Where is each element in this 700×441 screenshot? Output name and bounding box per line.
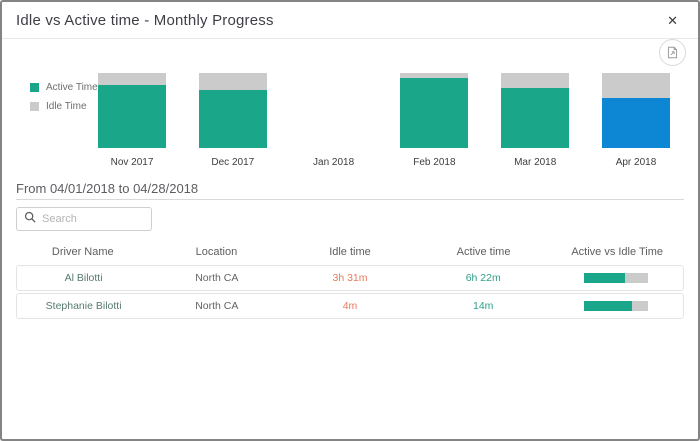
active-time-swatch <box>30 83 39 92</box>
column-header: Driver Name <box>51 246 114 258</box>
idle-segment <box>400 73 469 78</box>
dialog-header: Idle vs Active time - Monthly Progress ✕ <box>2 2 698 39</box>
active-segment <box>400 77 469 148</box>
bar-slot: Mar 2018 <box>501 73 570 168</box>
bar-slot: Apr 2018 <box>601 73 670 168</box>
stacked-bar[interactable] <box>601 73 670 148</box>
bar-slot: Jan 2018 <box>300 73 368 168</box>
legend-item-active[interactable]: Active Time <box>30 82 98 93</box>
search-icon <box>24 210 42 228</box>
month-label: Mar 2018 <box>514 157 557 168</box>
column-header: Active vs Idle Time <box>571 246 664 258</box>
legend-item-idle[interactable]: Idle Time <box>30 101 98 112</box>
table-row[interactable]: Stephanie Bilotti North CA 4m 14m <box>16 293 684 319</box>
active-vs-idle-cell <box>550 301 683 311</box>
active-time-cell: 6h 22m <box>465 272 501 284</box>
chart-legend: Active Time Idle Time <box>30 82 98 120</box>
search-input[interactable] <box>42 213 144 225</box>
month-label: Dec 2017 <box>211 157 255 168</box>
legend-label-active: Active Time <box>46 82 98 93</box>
dialog-title: Idle vs Active time - Monthly Progress <box>16 11 274 29</box>
table-header-row: Driver Name Location Idle time Active time A… <box>16 243 684 261</box>
legend-label-idle: Idle Time <box>46 101 87 112</box>
bar-slot: Dec 2017 <box>198 73 267 168</box>
idle-segment <box>501 73 570 88</box>
idle-segment <box>601 73 670 98</box>
active-segment <box>98 85 166 148</box>
active-segment <box>198 89 267 148</box>
bar-slot: Feb 2018 <box>400 73 469 168</box>
export-report-icon <box>666 46 679 59</box>
active-portion-fill <box>584 273 626 283</box>
stacked-bar[interactable] <box>198 73 267 148</box>
table-row[interactable]: Al Bilotti North CA 3h 31m 6h 22m <box>16 265 684 291</box>
bar-slot: Nov 2017 <box>98 73 166 168</box>
active-vs-idle-bar <box>584 273 649 283</box>
active-time-cell: 14m <box>472 300 494 312</box>
stacked-bar[interactable] <box>400 73 469 148</box>
month-label: Nov 2017 <box>110 157 154 168</box>
active-vs-idle-cell <box>550 273 683 283</box>
section-divider <box>16 199 684 200</box>
idle-time-cell: 3h 31m <box>332 272 368 284</box>
driver-name-cell: Stephanie Bilotti <box>45 300 122 312</box>
column-header: Idle time <box>329 246 371 258</box>
idle-time-swatch <box>30 102 39 111</box>
date-range-label: From 04/01/2018 to 04/28/2018 <box>16 181 199 196</box>
idle-time-cell: 4m <box>342 300 358 312</box>
active-segment <box>601 97 670 148</box>
idle-segment <box>98 73 166 85</box>
active-segment <box>501 88 570 148</box>
active-portion-fill <box>584 301 633 311</box>
idle-segment <box>198 73 267 90</box>
active-vs-idle-bar <box>584 301 649 311</box>
monthly-progress-bar-chart: Nov 2017 Dec 2017 Jan 2018 Feb 2018 Mar 2018… <box>98 73 670 168</box>
column-header: Active time <box>456 246 511 258</box>
location-cell: North CA <box>195 300 239 312</box>
month-label: Feb 2018 <box>413 157 456 168</box>
stacked-bar[interactable] <box>98 73 166 148</box>
table-body: Al Bilotti North CA 3h 31m 6h 22m Stephanie … <box>16 265 684 321</box>
month-label: Apr 2018 <box>615 157 657 168</box>
search-box[interactable] <box>16 207 152 231</box>
stacked-bar <box>300 73 368 148</box>
close-icon[interactable]: ✕ <box>661 10 684 31</box>
export-report-button[interactable] <box>659 39 686 66</box>
location-cell: North CA <box>195 272 239 284</box>
column-header: Location <box>195 246 238 258</box>
driver-name-cell: Al Bilotti <box>64 272 103 284</box>
month-label: Jan 2018 <box>313 157 355 168</box>
stacked-bar[interactable] <box>501 73 570 148</box>
